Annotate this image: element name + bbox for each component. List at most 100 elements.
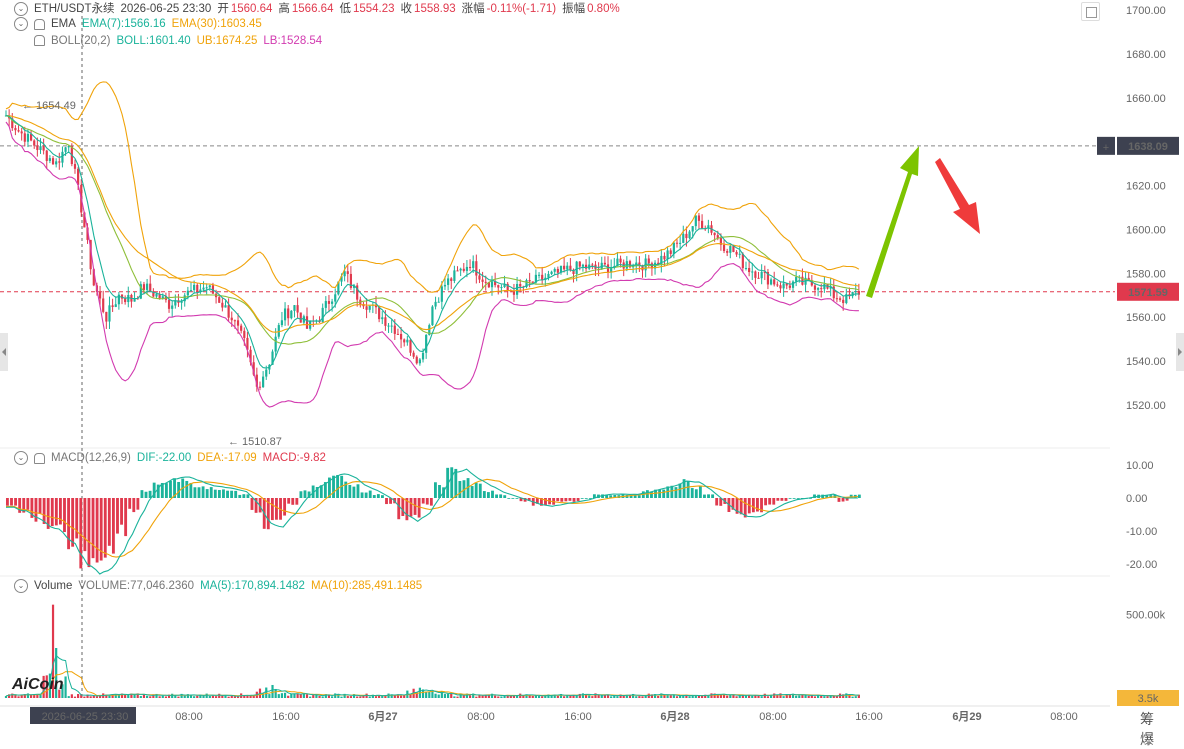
- volume-bar: [722, 694, 726, 698]
- candle-body: [434, 301, 437, 307]
- volume-bar: [848, 694, 851, 698]
- bell-icon[interactable]: [34, 35, 45, 47]
- macd-bar: [507, 498, 511, 499]
- crosshair-price-label: 1638.09: [1128, 141, 1168, 153]
- candle-body: [92, 269, 95, 286]
- ema-name: EMA: [51, 18, 76, 31]
- macd-bar: [385, 498, 388, 505]
- macd-bar: [539, 498, 543, 506]
- volume-bar: [305, 694, 309, 698]
- candle-body: [795, 277, 798, 282]
- macd-bar: [303, 490, 307, 498]
- volume-bar: [741, 694, 744, 698]
- candle-body: [578, 261, 581, 267]
- candle-body: [475, 261, 478, 276]
- time-tick-label: 6月28: [660, 710, 689, 723]
- volume-bar: [813, 696, 817, 698]
- volume-bar: [98, 695, 102, 698]
- volume-bar: [851, 696, 854, 698]
- amp-value: 0.80%: [587, 3, 620, 15]
- candle-body: [171, 305, 174, 309]
- macd-bar: [152, 482, 156, 498]
- macd-bar: [42, 498, 46, 524]
- macd-bar: [584, 498, 588, 499]
- macd-bar: [495, 494, 498, 498]
- bell-icon[interactable]: [34, 18, 45, 30]
- collapse-icon[interactable]: ⌄: [14, 1, 28, 16]
- volume-bar: [133, 694, 136, 698]
- volume-bar: [597, 695, 600, 698]
- fullscreen-icon[interactable]: [1081, 2, 1100, 21]
- candle-body: [26, 133, 30, 142]
- candle-body: [854, 291, 857, 293]
- price-chart[interactable]: 1700.001680.001660.001640.001620.001600.…: [0, 0, 1184, 731]
- scroll-left-handle[interactable]: [0, 333, 8, 371]
- candle-body: [813, 285, 817, 290]
- candle-body: [378, 307, 381, 320]
- macd-bar: [592, 494, 596, 498]
- macd-bar: [38, 498, 42, 514]
- macd-bar: [238, 494, 242, 498]
- macd-bar: [768, 498, 772, 505]
- volume-bar: [801, 694, 804, 698]
- volume-bar: [111, 694, 114, 698]
- bottom-toolbar-icons[interactable]: 筹 爆: [1140, 711, 1160, 747]
- volume-bar: [17, 696, 20, 698]
- time-tick-label: 16:00: [272, 711, 300, 723]
- volume-bar: [58, 689, 61, 698]
- candle-body: [675, 242, 679, 244]
- scroll-right-handle[interactable]: [1176, 333, 1184, 371]
- volume-bar: [164, 696, 168, 698]
- bell-icon[interactable]: [34, 452, 45, 464]
- candle-body: [243, 330, 246, 338]
- macd-bar: [389, 498, 393, 504]
- macd-bar: [30, 498, 34, 518]
- volume-bar: [378, 695, 381, 698]
- candle-body: [820, 288, 823, 290]
- macd-bar: [588, 498, 592, 499]
- macd-tick-label: 10.00: [1126, 460, 1154, 472]
- volume-bar: [704, 694, 707, 698]
- macd-bar: [523, 498, 527, 502]
- macd-bar: [222, 489, 225, 498]
- candle-body: [679, 242, 682, 244]
- macd-bar: [849, 494, 853, 498]
- volume-bar: [352, 694, 356, 698]
- volume-bar: [120, 693, 124, 698]
- volume-bar: [791, 693, 795, 698]
- candle-body: [14, 128, 17, 131]
- volume-bar: [262, 693, 265, 698]
- macd-bar: [434, 482, 437, 498]
- collapse-icon[interactable]: ⌄: [14, 17, 28, 31]
- candle-body: [791, 281, 795, 288]
- collapse-icon[interactable]: ⌄: [14, 579, 28, 593]
- macd-bar: [527, 498, 531, 501]
- volume-bar: [459, 693, 462, 698]
- macd-bar: [491, 490, 494, 498]
- volume-bar: [810, 694, 813, 698]
- down-arrow-annotation: [935, 158, 980, 234]
- macd-bar: [511, 498, 515, 499]
- price-tick-label: 1540.00: [1126, 356, 1166, 368]
- candle-body: [98, 291, 102, 299]
- macd-bar: [201, 486, 205, 498]
- change-label: 涨幅: [461, 3, 485, 15]
- candle-body: [697, 215, 701, 221]
- macd-bar: [564, 498, 568, 502]
- candle-body: [760, 271, 763, 279]
- candle-body: [236, 320, 240, 326]
- volume-bar: [776, 695, 779, 698]
- collapse-icon[interactable]: ⌄: [14, 451, 28, 465]
- volume-bar: [437, 694, 440, 698]
- open-label: 开: [217, 3, 229, 15]
- candle-body: [390, 325, 393, 327]
- macd-bar: [169, 480, 172, 498]
- time-tick-label: 08:00: [1050, 711, 1078, 723]
- boll-name: BOLL(20,2): [51, 35, 111, 47]
- close-label: 收: [400, 3, 413, 15]
- candle-body: [766, 272, 770, 285]
- macd-bar: [209, 487, 213, 498]
- candle-body: [196, 284, 199, 293]
- macd-bar: [572, 498, 576, 502]
- candle-body: [550, 271, 553, 274]
